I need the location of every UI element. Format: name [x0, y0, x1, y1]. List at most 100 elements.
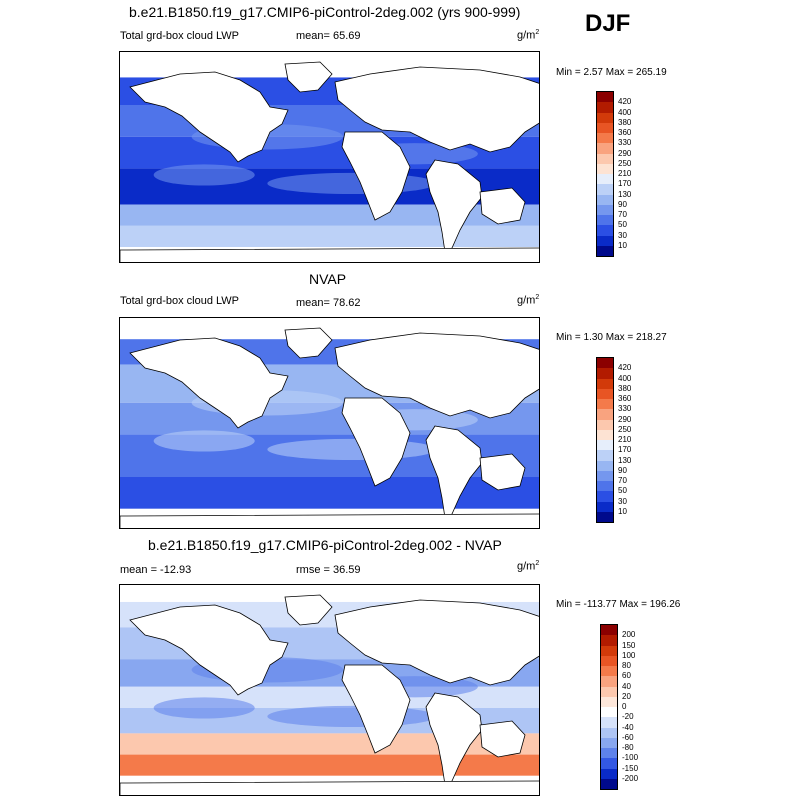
field-band — [120, 204, 539, 226]
colorbar-tick-label: 330 — [618, 138, 632, 148]
colorbar-tick-label: 70 — [618, 210, 627, 219]
colorbar-tick-label: 80 — [622, 661, 631, 670]
field-blob — [153, 430, 255, 452]
colorbar-tick-label: 50 — [618, 220, 627, 230]
colorbar-tick-label: -60 — [622, 732, 634, 742]
colorbar-tick-label: 210 — [618, 169, 632, 178]
colorbar-tick-label: 20 — [622, 691, 631, 701]
colorbar-tick-label: 10 — [618, 240, 627, 250]
colorbar-segment — [597, 225, 613, 236]
colorbar-segment — [597, 245, 613, 256]
colorbar-segment — [597, 163, 613, 174]
continent-outline — [479, 720, 526, 758]
colorbar-tick-label: 40 — [622, 681, 631, 691]
diff-title: b.e21.B1850.f19_g17.CMIP6-piControl-2deg… — [148, 537, 502, 553]
colorbar-segment — [597, 378, 613, 389]
field-blob — [267, 438, 436, 461]
colorbar-segment — [597, 194, 613, 205]
field-band — [120, 733, 539, 755]
field-band — [120, 225, 539, 248]
continent-outline — [341, 664, 411, 754]
continent-outline — [129, 604, 289, 696]
colorbar-segment — [601, 707, 617, 718]
colorbar-segment — [601, 758, 617, 769]
colorbar-tick-label: 360 — [618, 128, 632, 137]
map-obs-svg — [120, 318, 539, 528]
colorbar-segment — [597, 92, 613, 103]
units-exp: 2 — [535, 560, 540, 567]
colorbar-segment — [597, 429, 613, 440]
field-blob — [153, 164, 255, 186]
map-panel-diff — [119, 584, 540, 796]
colorbar-segment — [601, 717, 617, 728]
colorbar-tick-label: -100 — [622, 753, 639, 763]
colorbar-tick-label: -80 — [622, 743, 634, 752]
colorbar-segment — [601, 737, 617, 748]
colorbar-tick-label: 10 — [618, 506, 627, 516]
colorbar-segment — [601, 625, 617, 636]
panel3-mean: mean = -12.93 — [120, 564, 192, 576]
colorbar-tick-label: -150 — [622, 763, 639, 773]
colorbar-segment — [597, 102, 613, 113]
continent-outline — [129, 337, 289, 429]
continent-outline — [425, 159, 483, 253]
colorbar-tick-label: 30 — [618, 230, 627, 240]
colorbar-segment — [597, 388, 613, 399]
continent-outline — [334, 332, 539, 419]
panel2-units: g/m2 — [517, 294, 539, 307]
colorbar-segment — [597, 368, 613, 379]
units-base: g/m — [517, 560, 536, 573]
continent-outline — [479, 187, 526, 225]
continent-outline — [284, 327, 333, 359]
field-blob — [267, 705, 436, 728]
colorbar-tick-label: 100 — [622, 650, 636, 660]
units-base: g/m — [517, 29, 536, 42]
colorbar-segment — [597, 481, 613, 492]
map-diff-svg — [120, 585, 539, 795]
colorbar-tick-label: -40 — [622, 722, 634, 732]
continent-outline — [425, 692, 483, 786]
colorbar-segment — [601, 686, 617, 697]
colorbar-tick-label: 50 — [618, 486, 627, 496]
continent-outline — [120, 780, 539, 795]
colorbar-tick-label: 90 — [618, 199, 627, 209]
colorbar-tick-label: 380 — [618, 383, 632, 393]
colorbar-segment — [601, 645, 617, 656]
season-label: DJF — [585, 10, 631, 37]
colorbar-segment — [597, 133, 613, 144]
colorbar-segment — [597, 409, 613, 420]
colorbar-segment — [601, 655, 617, 666]
obs-title: NVAP — [309, 271, 347, 287]
field-band — [120, 754, 539, 776]
panel2-mean: mean= 78.62 — [296, 297, 361, 309]
continent-outline — [284, 61, 333, 93]
continent-outline — [341, 131, 411, 221]
colorbar-segment — [597, 153, 613, 164]
colorbar-tick-label: 90 — [618, 465, 627, 475]
colorbar-tick-label: 210 — [618, 435, 632, 444]
colorbar-segment — [597, 491, 613, 502]
colorbar-tick-label: 250 — [618, 424, 632, 434]
colorbar-segment — [597, 215, 613, 226]
colorbar-tick-label: 290 — [618, 414, 632, 424]
colorbar-segment — [597, 450, 613, 461]
colorbar-tick-label: 130 — [618, 455, 632, 465]
colorbar-tick-label: 170 — [618, 445, 632, 455]
colorbar-tick-label: 30 — [618, 496, 627, 506]
colorbar-segment — [601, 768, 617, 779]
colorbar-tick-label: -200 — [622, 773, 639, 783]
colorbar-tick-label: 60 — [622, 671, 631, 681]
colorbar-segment — [601, 696, 617, 707]
colorbar-tick-label: 200 — [622, 630, 636, 640]
colorbar-segment — [597, 204, 613, 215]
continent-outline — [284, 594, 333, 626]
colorbar-segment — [597, 399, 613, 410]
continent-outline — [479, 453, 526, 491]
colorbar-segment — [597, 460, 613, 471]
units-exp: 2 — [535, 29, 540, 36]
colorbar-obs — [596, 357, 614, 523]
colorbar-segment — [601, 778, 617, 789]
colorbar-segment — [597, 184, 613, 195]
continent-outline — [334, 599, 539, 686]
colorbar-tick-label: 400 — [618, 373, 632, 383]
